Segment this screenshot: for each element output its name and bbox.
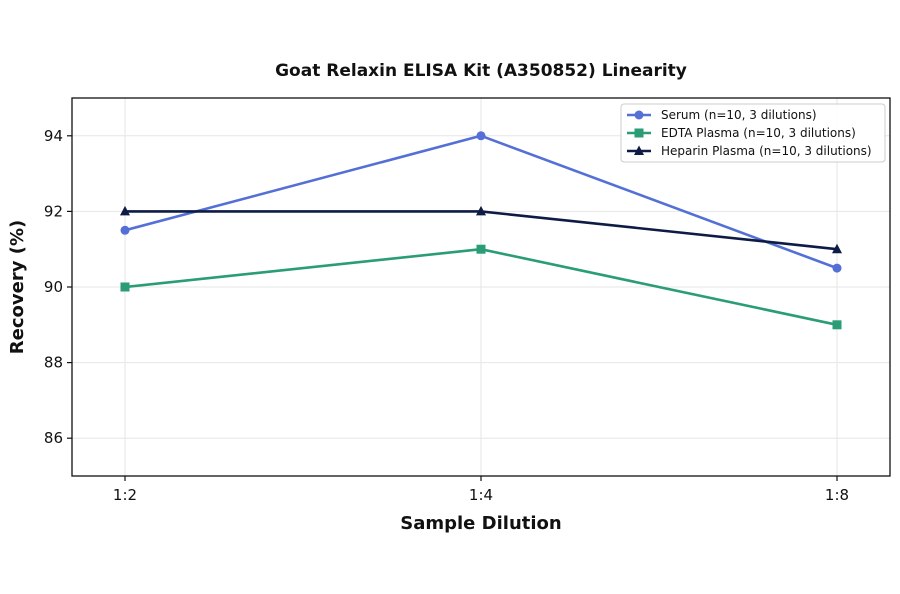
- data-point: [832, 320, 842, 330]
- legend-marker: [634, 145, 644, 155]
- legend-box: [620, 103, 886, 163]
- axis-ticks: 86 88 90 92 94 1:2 1:4 1:8: [44, 127, 849, 504]
- y-axis-label: Recovery (%): [7, 220, 28, 354]
- legend-entry: EDTA Plasma (n=10, 3 dilutions): [627, 126, 856, 140]
- legend-label: Heparin Plasma (n=10, 3 dilutions): [661, 144, 872, 158]
- legend: Serum (n=10, 3 dilutions) EDTA Plasma (n=…: [620, 103, 886, 163]
- series-lines: [120, 131, 842, 330]
- data-point: [120, 282, 130, 292]
- data-point: [476, 205, 486, 216]
- series-3: [120, 205, 842, 254]
- y-tick-label: 94: [44, 127, 63, 145]
- series-2: [120, 244, 842, 330]
- legend-label: EDTA Plasma (n=10, 3 dilutions): [661, 126, 856, 140]
- data-point: [120, 205, 130, 216]
- x-tick-label: 1:2: [113, 486, 137, 504]
- x-tick-label: 1:8: [825, 486, 849, 504]
- legend-marker: [634, 110, 644, 120]
- data-point: [476, 131, 486, 141]
- legend-marker: [634, 128, 644, 138]
- series-1: [120, 131, 842, 273]
- x-axis-label: Sample Dilution: [400, 513, 561, 534]
- chart-title: Goat Relaxin ELISA Kit (A350852) Lineari…: [275, 61, 687, 81]
- legend-entry: Serum (n=10, 3 dilutions): [627, 108, 817, 122]
- y-tick-label: 88: [44, 354, 63, 372]
- legend-entry: Heparin Plasma (n=10, 3 dilutions): [627, 144, 872, 158]
- data-point: [120, 225, 130, 235]
- data-point: [476, 244, 486, 254]
- data-point: [832, 243, 842, 254]
- y-tick-label: 86: [44, 429, 63, 447]
- y-tick-label: 90: [44, 278, 63, 296]
- legend-label: Serum (n=10, 3 dilutions): [661, 108, 817, 122]
- x-tick-label: 1:4: [469, 486, 493, 504]
- y-tick-label: 92: [44, 202, 63, 220]
- data-point: [832, 263, 842, 273]
